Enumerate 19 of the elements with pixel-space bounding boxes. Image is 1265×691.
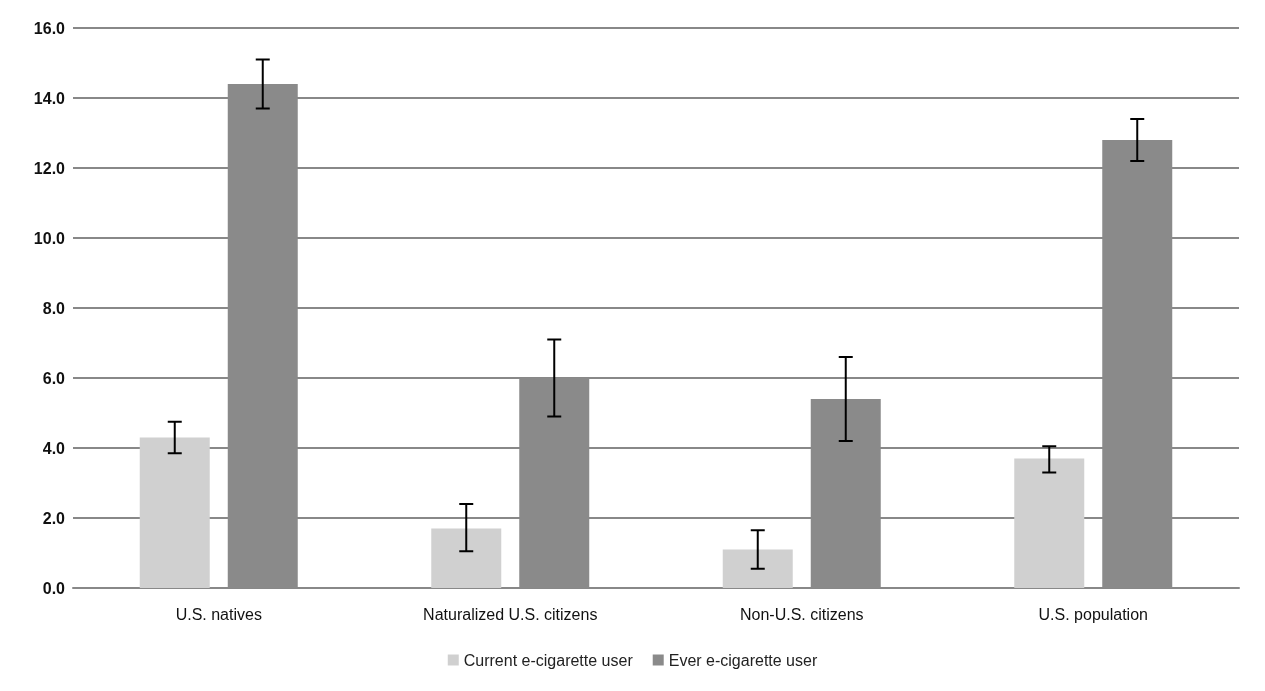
- x-tick-label: U.S. population: [1038, 605, 1148, 623]
- legend-label: Current e-cigarette user: [463, 651, 634, 669]
- bar: [1014, 458, 1085, 588]
- x-tick-label: U.S. natives: [175, 605, 262, 623]
- legend-label: Ever e-cigarette user: [668, 651, 818, 669]
- bar: [431, 528, 502, 588]
- y-tick-label: 16.0: [33, 19, 66, 37]
- y-tick-label: 8.0: [42, 299, 66, 317]
- x-tick-label: Non-U.S. citizens: [739, 605, 864, 623]
- y-tick-label: 6.0: [42, 369, 66, 387]
- bar: [139, 437, 210, 588]
- y-tick-label: 10.0: [33, 229, 66, 247]
- bar: [722, 549, 793, 588]
- y-tick-label: 0.0: [42, 579, 66, 597]
- y-tick-label: 4.0: [42, 439, 66, 457]
- x-tick-label: Naturalized U.S. citizens: [423, 605, 598, 623]
- y-tick-label: 14.0: [33, 89, 66, 107]
- y-tick-label: 12.0: [33, 159, 66, 177]
- y-tick-label: 2.0: [42, 509, 66, 527]
